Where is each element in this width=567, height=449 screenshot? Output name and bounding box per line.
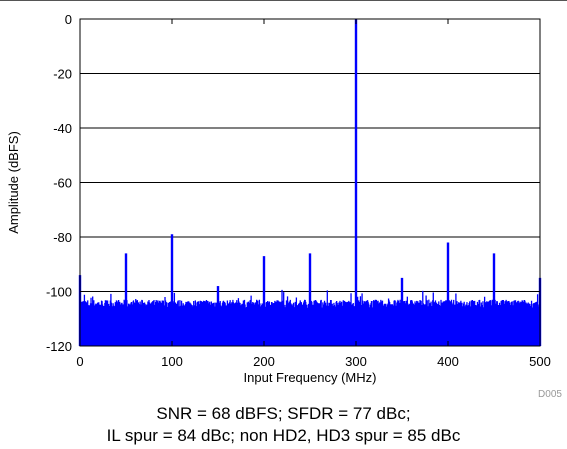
figure-code: D005 (538, 389, 562, 400)
y-tick-label: -60 (53, 176, 72, 191)
x-axis-label: Input Frequency (MHz) (244, 370, 377, 385)
spectrum-chart: 0 -20 -40 -60 -80 -100 -120 0 100 200 300 400 500 I… (0, 0, 567, 400)
y-axis-label: Amplitude (dBFS) (6, 131, 21, 234)
y-tick-label: -20 (53, 67, 72, 82)
y-tick-labels: 0 -20 -40 -60 -80 -100 -120 (46, 12, 72, 354)
x-tick-label: 200 (253, 354, 275, 369)
x-tick-label: 500 (529, 354, 551, 369)
y-tick-label: -40 (53, 121, 72, 136)
y-tick-label: -120 (46, 339, 72, 354)
y-tick-label: -100 (46, 285, 72, 300)
x-tick-labels: 0 100 200 300 400 500 (76, 354, 550, 369)
caption: SNR = 68 dBFS; SFDR = 77 dBc; IL spur = … (0, 403, 567, 447)
x-tick-label: 100 (161, 354, 183, 369)
x-tick-label: 0 (76, 354, 83, 369)
y-tick-label: 0 (65, 12, 72, 27)
x-tick-label: 400 (437, 354, 459, 369)
y-tick-label: -80 (53, 230, 72, 245)
caption-line-1: SNR = 68 dBFS; SFDR = 77 dBc; (0, 403, 567, 425)
x-tick-label: 300 (345, 354, 367, 369)
caption-line-2: IL spur = 84 dBc; non HD2, HD3 spur = 85… (0, 425, 567, 447)
